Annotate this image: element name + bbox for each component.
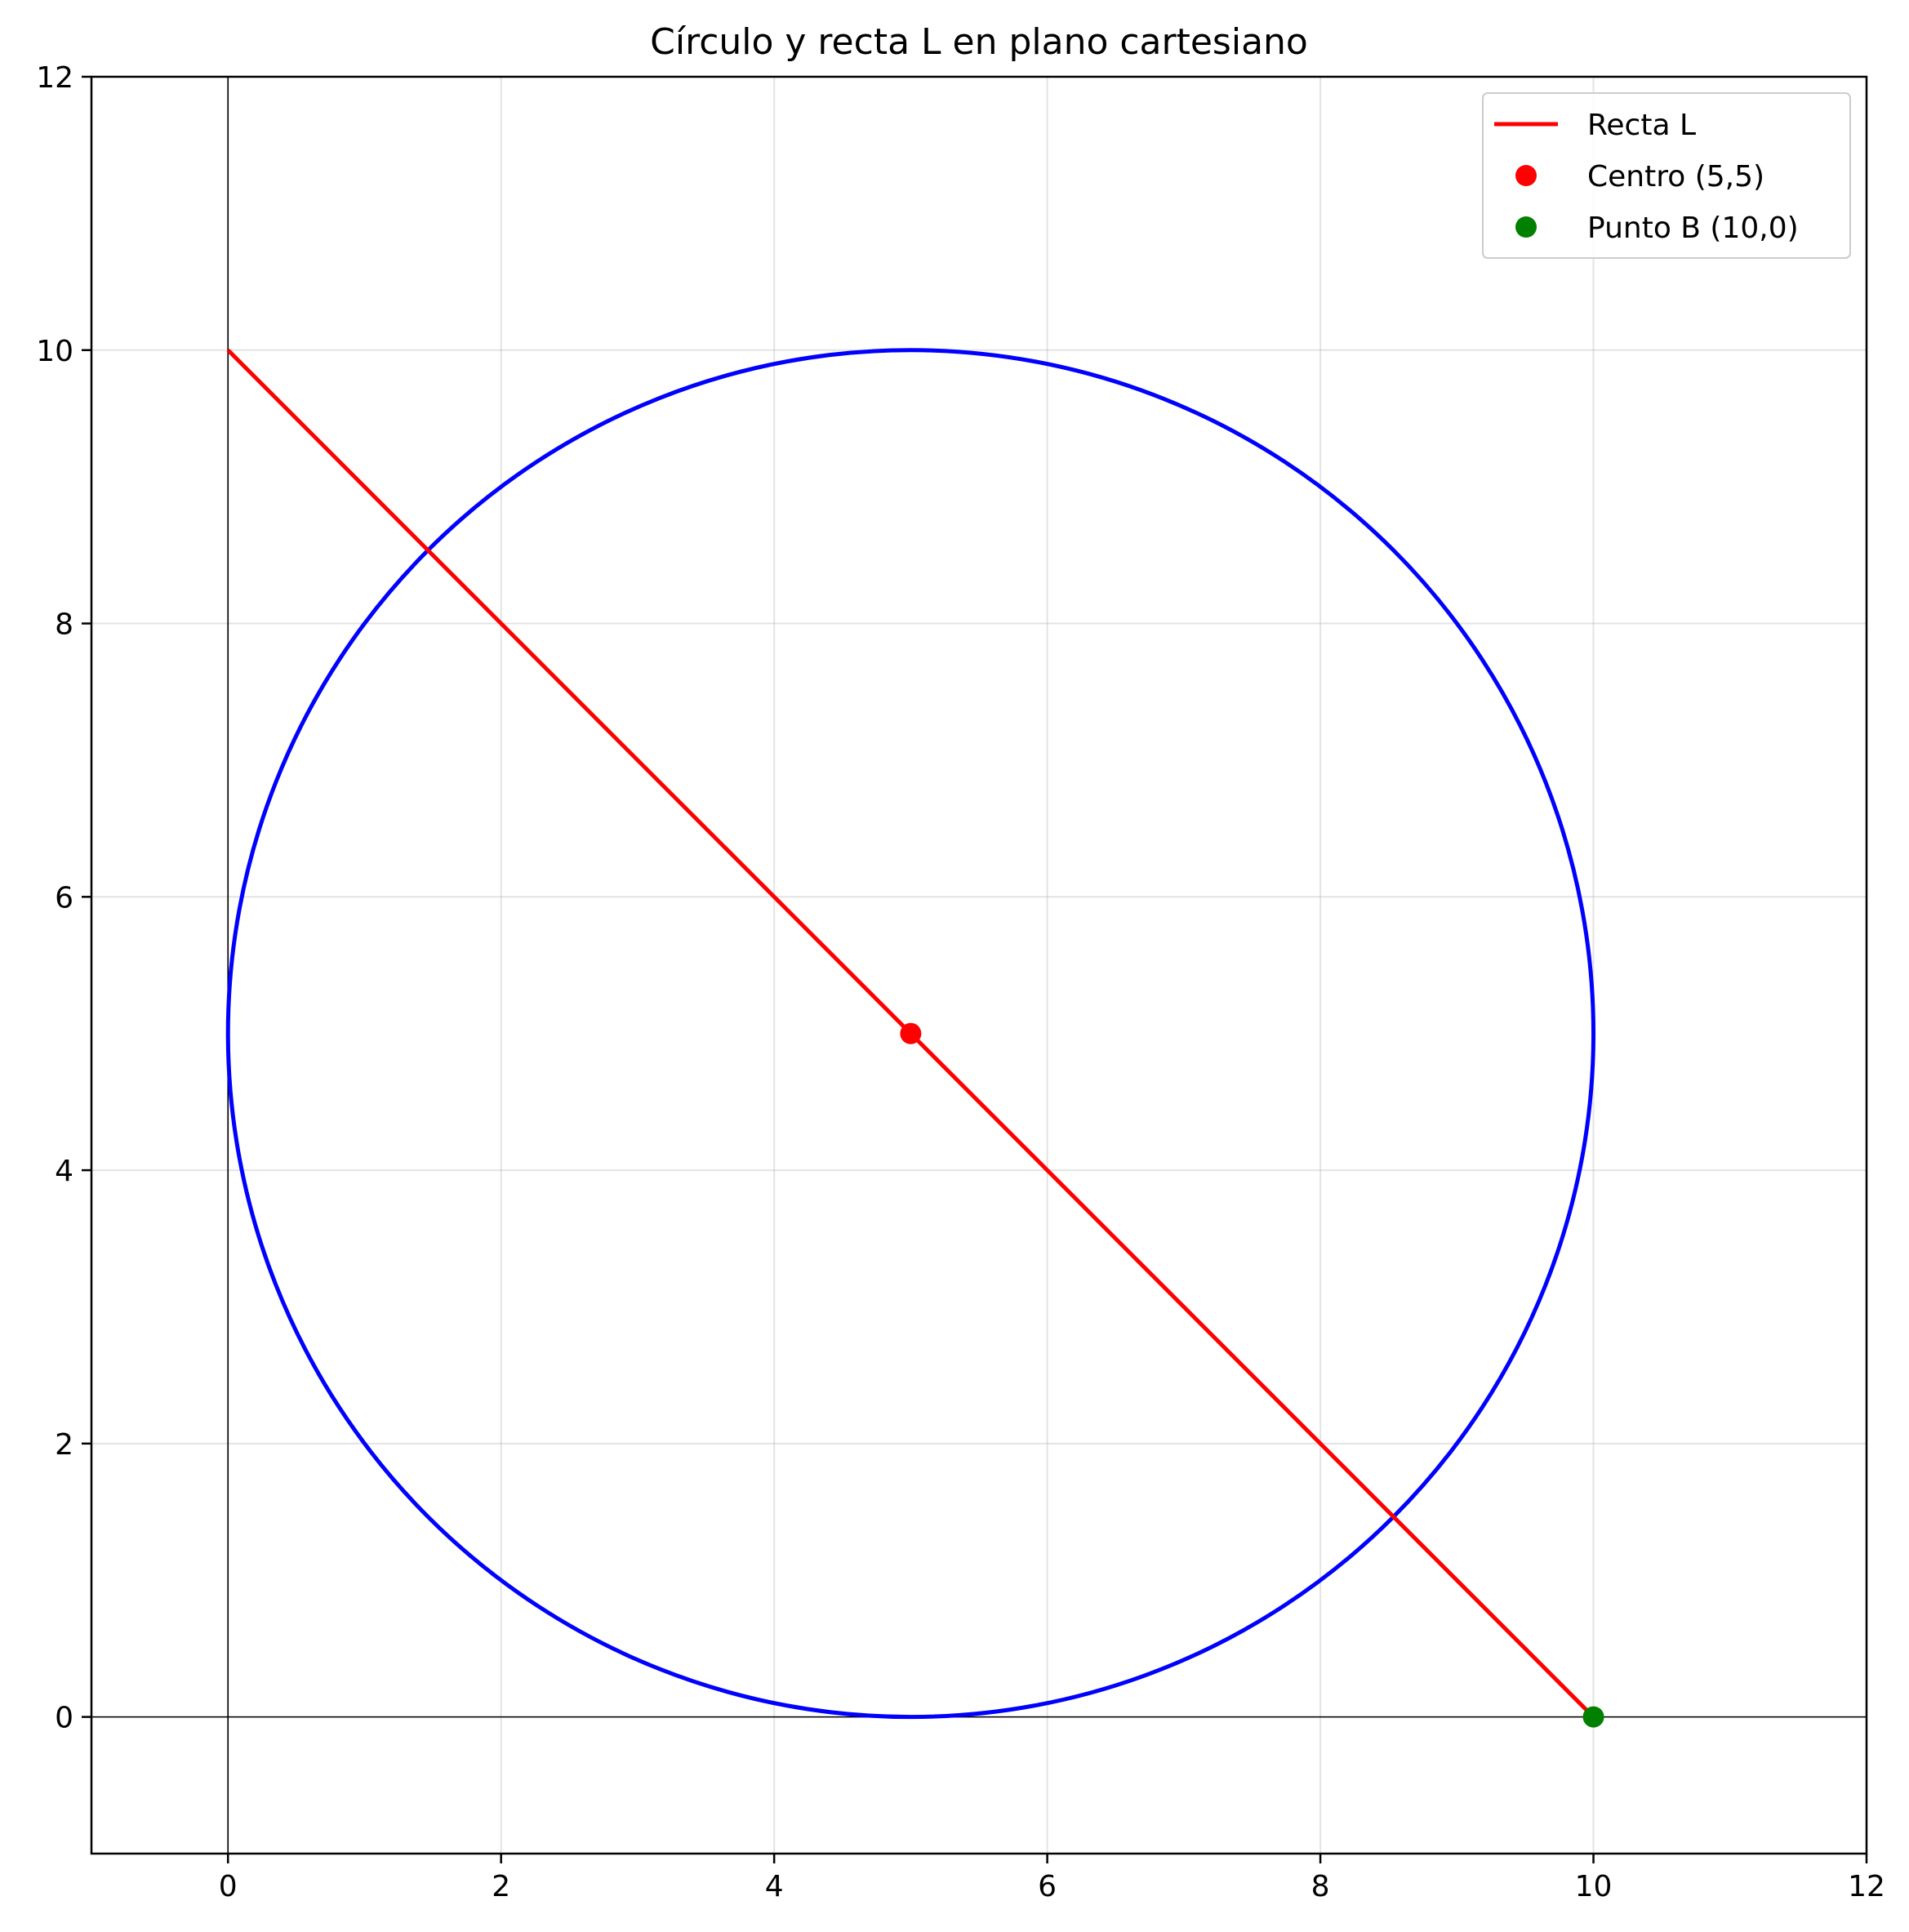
chart-title: Círculo y recta L en plano cartesiano xyxy=(650,21,1308,63)
legend-label: Punto B (10,0) xyxy=(1587,211,1799,245)
x-tick-label: 10 xyxy=(1575,1870,1613,1903)
zero-axis-lines xyxy=(91,77,1867,1854)
legend-label: Recta L xyxy=(1587,109,1696,142)
point-centro xyxy=(900,1022,922,1044)
point-b xyxy=(1582,1706,1604,1728)
y-tick-label: 10 xyxy=(36,335,73,368)
y-tick-label: 0 xyxy=(55,1702,73,1735)
circle-curve xyxy=(225,348,1596,1720)
legend: Recta L Centro (5,5) Punto B (10,0) xyxy=(1482,92,1851,259)
y-tick-label: 4 xyxy=(55,1155,73,1188)
legend-box xyxy=(1482,92,1851,259)
x-tick-label: 0 xyxy=(219,1870,238,1903)
y-tick-label: 2 xyxy=(55,1428,73,1462)
x-tick-label: 6 xyxy=(1038,1870,1057,1903)
y-tick-label: 6 xyxy=(55,881,73,915)
legend-swatch-marker xyxy=(1515,165,1537,186)
legend-swatch-marker xyxy=(1515,216,1537,238)
plot-frame xyxy=(90,75,1868,1855)
x-tick-label: 8 xyxy=(1311,1870,1330,1903)
axis-ticks: 0 2 4 6 8 10 12 0 2 4 6 8 10 12 xyxy=(36,61,1885,1903)
x-tick-label: 4 xyxy=(765,1870,784,1903)
x-tick-label: 2 xyxy=(492,1870,510,1903)
legend-label: Centro (5,5) xyxy=(1587,160,1764,194)
y-tick-label: 12 xyxy=(36,61,73,95)
y-tick-label: 8 xyxy=(55,608,73,642)
plot-area xyxy=(225,348,1604,1728)
x-tick-label: 12 xyxy=(1848,1870,1885,1903)
